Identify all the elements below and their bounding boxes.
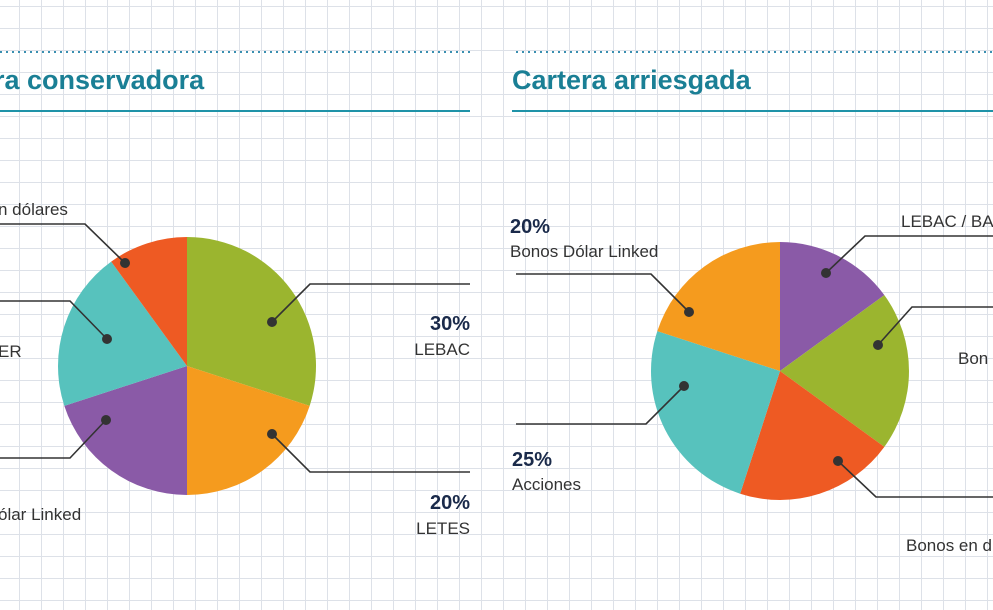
left-pie-chart (57, 237, 317, 495)
right-slice-dolar-linked (657, 241, 780, 371)
right-chart-title: Cartera arriesgada (512, 65, 752, 95)
label-right-lebac-ba-name: LEBAC / BA (901, 212, 993, 231)
leader-right-acciones (516, 385, 685, 425)
left-slice-dolares (111, 237, 187, 366)
label-right-dolar-linked-pct: 20% (510, 216, 550, 238)
label-left-letes-name: LETES (416, 519, 470, 538)
left-slice-lebac (187, 237, 317, 406)
leader-right-lebac-ba (825, 235, 993, 274)
label-left-letes-pct: 20% (430, 492, 470, 514)
leader-dot-right-bon (873, 340, 883, 350)
leader-left-er (0, 300, 108, 340)
leader-left-lebac (271, 283, 470, 323)
label-left-dolares-name: n dólares (0, 200, 68, 219)
right-slice-bonos-en-d (740, 371, 885, 501)
label-left-dolar-linked-name: ólar Linked (0, 505, 81, 524)
right-leader-lines (516, 235, 993, 498)
leader-left-letes (271, 433, 470, 473)
right-slice-acciones (650, 331, 780, 494)
leader-left-dolar-linked (0, 419, 107, 459)
left-chart-title: ra conservadora (0, 65, 205, 95)
right-slice-bon (780, 295, 909, 447)
right-pie-chart (650, 241, 909, 501)
right-slice-lebac-ba (780, 242, 885, 371)
left-leader-lines (0, 223, 470, 473)
label-right-bonos-en-d-name: Bonos en d (906, 536, 992, 555)
leader-dot-left-dolar-linked (101, 415, 111, 425)
left-slice-er (57, 261, 187, 406)
leader-dot-left-dolares (120, 258, 130, 268)
leader-dot-left-er (102, 334, 112, 344)
label-left-lebac-pct: 30% (430, 313, 470, 335)
label-left-er-name: ER (0, 342, 22, 361)
leader-dot-left-letes (267, 429, 277, 439)
label-right-dolar-linked-name: Bonos Dólar Linked (510, 242, 658, 261)
label-right-bon-name: Bon (958, 349, 988, 368)
leader-dot-right-bonos-en-d (833, 456, 843, 466)
leader-right-dolar-linked (516, 273, 690, 313)
leader-dot-right-lebac-ba (821, 268, 831, 278)
leader-dot-right-dolar-linked (684, 307, 694, 317)
leader-left-dolares (0, 223, 126, 264)
label-left-lebac-name: LEBAC (414, 340, 470, 359)
label-right-acciones-pct: 25% (512, 449, 552, 471)
leader-dot-right-acciones (679, 381, 689, 391)
leader-right-bon (877, 306, 993, 346)
left-slice-dolar-linked (64, 366, 187, 495)
left-slice-letes (187, 366, 310, 495)
leader-dot-left-lebac (267, 317, 277, 327)
label-right-acciones-name: Acciones (512, 475, 581, 494)
leader-right-bonos-en-d (837, 460, 993, 498)
